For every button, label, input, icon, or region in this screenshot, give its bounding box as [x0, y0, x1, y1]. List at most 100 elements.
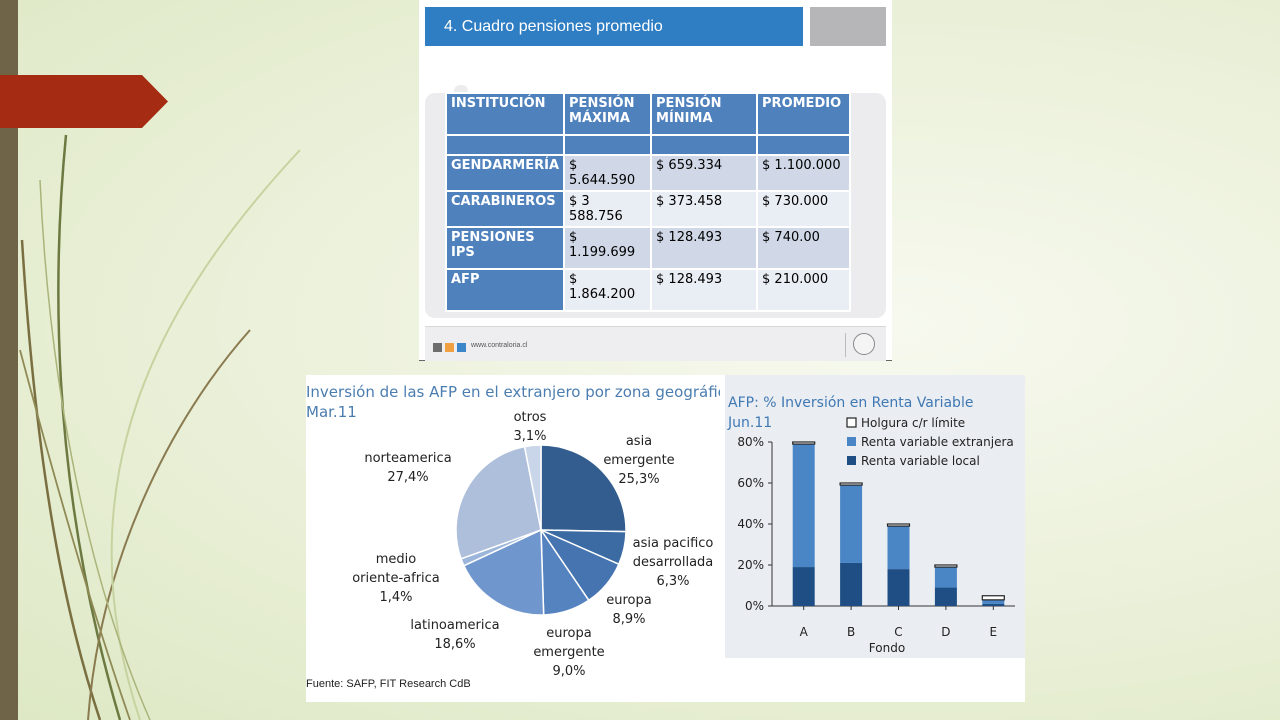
pie-value-label: 8,9%	[612, 612, 645, 627]
x-tick-label: A	[800, 625, 809, 639]
pie-slice	[455, 445, 542, 560]
bar-segment	[934, 567, 957, 588]
bar-segment	[792, 567, 815, 606]
pie-slice-label: medio	[376, 552, 417, 567]
y-tick-label: 60%	[737, 476, 764, 490]
left-accent-bar	[0, 0, 18, 720]
header-pension-minima: PENSIÓN MÍNIMA	[650, 92, 759, 136]
header-institucion: INSTITUCIÓN	[444, 92, 566, 136]
bar-segment	[934, 587, 957, 606]
cell-min: $ 373.458	[650, 190, 759, 228]
chart-source: Fuente: SAFP, FIT Research CdB	[306, 678, 471, 690]
cell-min: $ 659.334	[650, 154, 759, 192]
bar-segment	[982, 603, 1005, 606]
pie-slice-label: oriente-africa	[352, 571, 440, 586]
table-row: PENSIONES IPS $ 1.199.699 $ 128.493 $ 74…	[444, 226, 852, 270]
bar-segment	[839, 482, 863, 486]
header-promedio: PROMEDIO	[756, 92, 852, 136]
pie-value-label: 3,1%	[513, 429, 546, 444]
pension-table: INSTITUCIÓN PENSIÓN MÁXIMA PENSIÓN MÍNIMA …	[444, 92, 852, 312]
pie-chart: asia emergente 25,3% asia pacifico desarroll…	[352, 410, 714, 679]
slide-footer: www.contraloria.cl	[425, 326, 886, 361]
footer-square-blue	[457, 343, 466, 352]
pie-slice	[462, 528, 545, 616]
pie-slice-label: emergente	[533, 645, 604, 660]
pie-value-label: 6,3%	[656, 574, 689, 589]
cell-max: $ 1.864.200	[563, 268, 653, 312]
row-label: CARABINEROS	[444, 190, 566, 228]
bar-segment	[792, 441, 816, 445]
decorative-grass-lines	[19, 134, 301, 720]
bar-segment	[982, 599, 1005, 604]
x-tick-label: E	[990, 625, 998, 639]
slide-title-accent-box	[810, 7, 886, 46]
table-row: CARABINEROS $ 3 588.756 $ 373.458 $ 730.…	[444, 190, 852, 228]
legend-swatch	[847, 456, 856, 465]
pie-slice-label: europa	[606, 593, 651, 608]
y-tick-label: 20%	[737, 558, 764, 572]
bar-segment	[981, 595, 1005, 601]
bar-segment	[840, 562, 863, 606]
x-tick-label: B	[847, 625, 855, 639]
pie-slice	[540, 444, 627, 533]
pie-value-label: 27,4%	[387, 470, 428, 485]
legend-label: Renta variable local	[861, 454, 980, 468]
pie-slice-label: asia	[626, 434, 652, 449]
pie-slice-label: emergente	[603, 453, 674, 468]
bar-chart-panel: AFP: % Inversión en Renta Variable Jun.1…	[720, 375, 1025, 702]
pie-chart-subtitle: Mar.11	[306, 403, 357, 421]
y-tick-label: 0%	[745, 599, 764, 613]
legend-swatch	[846, 417, 857, 428]
bar-chart: 0% 20% 40% 60% 80% A B C D E Fondo Holgura c/r lími…	[737, 416, 1015, 655]
seal-logo-icon	[853, 333, 875, 355]
y-tick-label: 80%	[737, 435, 764, 449]
pie-slice-label: asia pacifico	[633, 536, 714, 551]
bar-segment	[887, 569, 910, 606]
bar-segment	[840, 485, 863, 563]
pie-slice	[523, 444, 542, 531]
pie-chart-panel: Inversión de las AFP en el extranjero po…	[306, 375, 735, 702]
pension-slide: 4. Cuadro pensiones promedio INSTITUCIÓN…	[419, 0, 892, 361]
bar-segment	[886, 523, 911, 527]
red-arrow-shape	[0, 75, 168, 128]
x-axis-label: Fondo	[869, 641, 905, 655]
bar-segment	[792, 444, 815, 568]
legend-label: Holgura c/r límite	[861, 416, 965, 430]
cell-avg: $ 1.100.000	[756, 154, 852, 192]
header-pension-maxima: PENSIÓN MÁXIMA	[563, 92, 653, 136]
cell-max: $ 1.199.699	[563, 226, 653, 270]
table-header-row: INSTITUCIÓN PENSIÓN MÁXIMA PENSIÓN MÍNIMA …	[444, 92, 852, 136]
table-row: GENDARMERÍA $ 5.644.590 $ 659.334 $ 1.10…	[444, 154, 852, 192]
x-tick-label: C	[894, 625, 902, 639]
bar-chart-background: AFP: % Inversión en Renta Variable Jun.1…	[725, 375, 1025, 658]
bar-segment	[887, 526, 910, 570]
pie-chart-title: Inversión de las AFP en el extranjero po…	[306, 383, 736, 401]
pie-value-label: 1,4%	[379, 590, 412, 605]
cell-min: $ 128.493	[650, 268, 759, 312]
pie-slice-label: otros	[514, 410, 547, 425]
slide-title: 4. Cuadro pensiones promedio	[425, 7, 803, 46]
pie-slice-label: latinoamerica	[410, 618, 499, 633]
legend-label: Renta variable extranjera	[861, 435, 1014, 449]
pie-slice-label: desarrollada	[633, 555, 714, 570]
footer-square-gray	[433, 343, 442, 352]
row-label: AFP	[444, 268, 566, 312]
row-label: GENDARMERÍA	[444, 154, 566, 192]
pie-value-label: 9,0%	[552, 664, 585, 679]
pie-slice-label: norteamerica	[364, 451, 451, 466]
cell-avg: $ 210.000	[756, 268, 852, 312]
footer-url: www.contraloria.cl	[471, 342, 528, 349]
cell-max: $ 5.644.590	[563, 154, 653, 192]
bar-chart-title: AFP: % Inversión en Renta Variable	[728, 395, 974, 411]
footer-divider	[845, 333, 846, 357]
cell-max: $ 3 588.756	[563, 190, 653, 228]
footer-square-orange	[445, 343, 454, 352]
pie-value-label: 25,3%	[618, 472, 659, 487]
legend-swatch	[847, 437, 856, 446]
cell-avg: $ 740.00	[756, 226, 852, 270]
x-tick-label: D	[941, 625, 950, 639]
table-row: AFP $ 1.864.200 $ 128.493 $ 210.000	[444, 268, 852, 312]
bar-chart-subtitle: Jun.11	[728, 415, 773, 431]
cell-min: $ 128.493	[650, 226, 759, 270]
row-label: PENSIONES IPS	[444, 226, 566, 270]
